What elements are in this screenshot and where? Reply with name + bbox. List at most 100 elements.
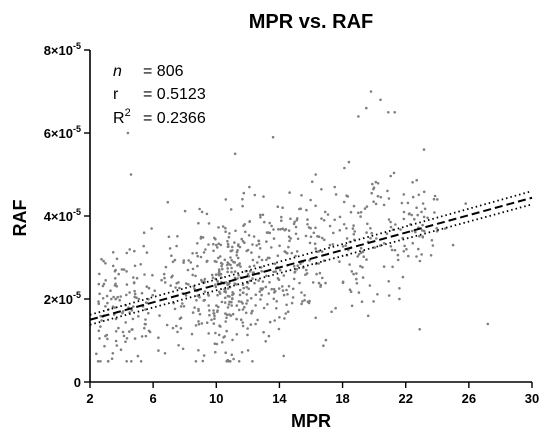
data-point xyxy=(375,237,378,240)
data-point xyxy=(237,360,241,363)
data-point xyxy=(268,221,272,225)
data-point xyxy=(369,227,372,230)
data-point xyxy=(422,190,426,194)
data-point xyxy=(97,300,100,303)
data-point xyxy=(125,293,128,297)
data-point xyxy=(400,201,404,205)
data-point xyxy=(341,280,345,284)
data-point xyxy=(150,227,153,230)
data-point xyxy=(387,218,391,221)
data-point xyxy=(206,259,209,263)
data-point xyxy=(308,241,312,245)
data-point xyxy=(288,239,291,243)
data-point xyxy=(248,220,251,224)
data-point xyxy=(210,273,214,277)
regression-line xyxy=(89,196,533,321)
data-point xyxy=(200,322,204,325)
data-point xyxy=(235,254,238,257)
data-point xyxy=(295,267,299,271)
data-point xyxy=(350,304,354,308)
data-point xyxy=(216,280,219,283)
data-point xyxy=(411,241,415,245)
data-point xyxy=(99,314,102,318)
data-point xyxy=(151,273,154,277)
data-point xyxy=(114,277,117,280)
data-point xyxy=(157,336,160,340)
data-point xyxy=(254,293,258,297)
data-point xyxy=(372,187,375,191)
data-point xyxy=(132,305,135,308)
data-point xyxy=(231,291,234,294)
data-point xyxy=(268,281,271,284)
data-point xyxy=(230,304,233,307)
data-point xyxy=(361,276,365,279)
data-point xyxy=(231,249,234,252)
data-point xyxy=(415,178,419,182)
data-point xyxy=(163,276,166,280)
data-point xyxy=(289,237,293,240)
data-point xyxy=(226,267,229,270)
data-point xyxy=(250,310,254,313)
data-point xyxy=(281,206,284,209)
data-point xyxy=(362,255,366,258)
data-point xyxy=(191,311,195,314)
data-point xyxy=(235,304,239,307)
data-point xyxy=(212,322,216,325)
data-point xyxy=(101,284,105,288)
stat-r2-label-group: R2 xyxy=(113,107,131,127)
data-point xyxy=(118,298,121,302)
data-point xyxy=(464,202,468,205)
x-tick-label: 30 xyxy=(525,391,539,406)
data-point xyxy=(97,282,101,286)
data-point xyxy=(262,195,265,198)
data-point xyxy=(357,253,361,256)
data-point xyxy=(295,250,299,253)
data-point xyxy=(179,305,183,308)
data-point xyxy=(198,312,202,316)
data-point xyxy=(305,208,308,212)
data-point xyxy=(205,212,209,216)
data-point xyxy=(212,309,215,312)
data-point xyxy=(390,248,394,252)
data-point xyxy=(125,283,129,286)
data-point xyxy=(173,258,177,262)
data-point xyxy=(258,290,262,293)
data-point xyxy=(124,340,127,344)
data-point xyxy=(376,194,380,198)
data-point xyxy=(227,245,230,248)
data-point xyxy=(147,311,150,315)
data-point xyxy=(231,245,234,249)
data-point xyxy=(274,290,277,293)
data-point xyxy=(251,360,254,363)
data-point xyxy=(114,268,117,272)
data-point xyxy=(217,333,221,337)
data-point xyxy=(252,235,256,238)
data-point xyxy=(171,326,175,330)
data-point xyxy=(306,300,310,304)
data-point xyxy=(389,225,393,229)
data-point xyxy=(121,330,125,334)
data-point xyxy=(102,259,105,263)
data-point xyxy=(193,287,196,291)
data-point xyxy=(414,230,417,234)
data-point xyxy=(305,268,308,272)
data-point xyxy=(210,318,213,322)
data-point xyxy=(106,337,109,341)
data-point xyxy=(204,248,207,251)
y-tick-mantissa: 4×10 xyxy=(44,209,73,224)
data-point xyxy=(196,242,199,245)
data-point xyxy=(193,306,196,309)
data-point xyxy=(309,198,312,202)
data-point xyxy=(158,314,161,317)
data-point xyxy=(125,360,128,363)
data-point xyxy=(272,297,276,301)
data-point xyxy=(175,244,178,248)
data-point xyxy=(176,330,179,334)
data-point xyxy=(104,334,107,338)
y-tick-mantissa: 2×10 xyxy=(44,292,73,307)
data-point xyxy=(215,342,219,346)
data-point xyxy=(125,337,129,340)
data-point xyxy=(252,264,256,268)
data-point xyxy=(242,224,245,227)
data-point xyxy=(202,299,205,302)
